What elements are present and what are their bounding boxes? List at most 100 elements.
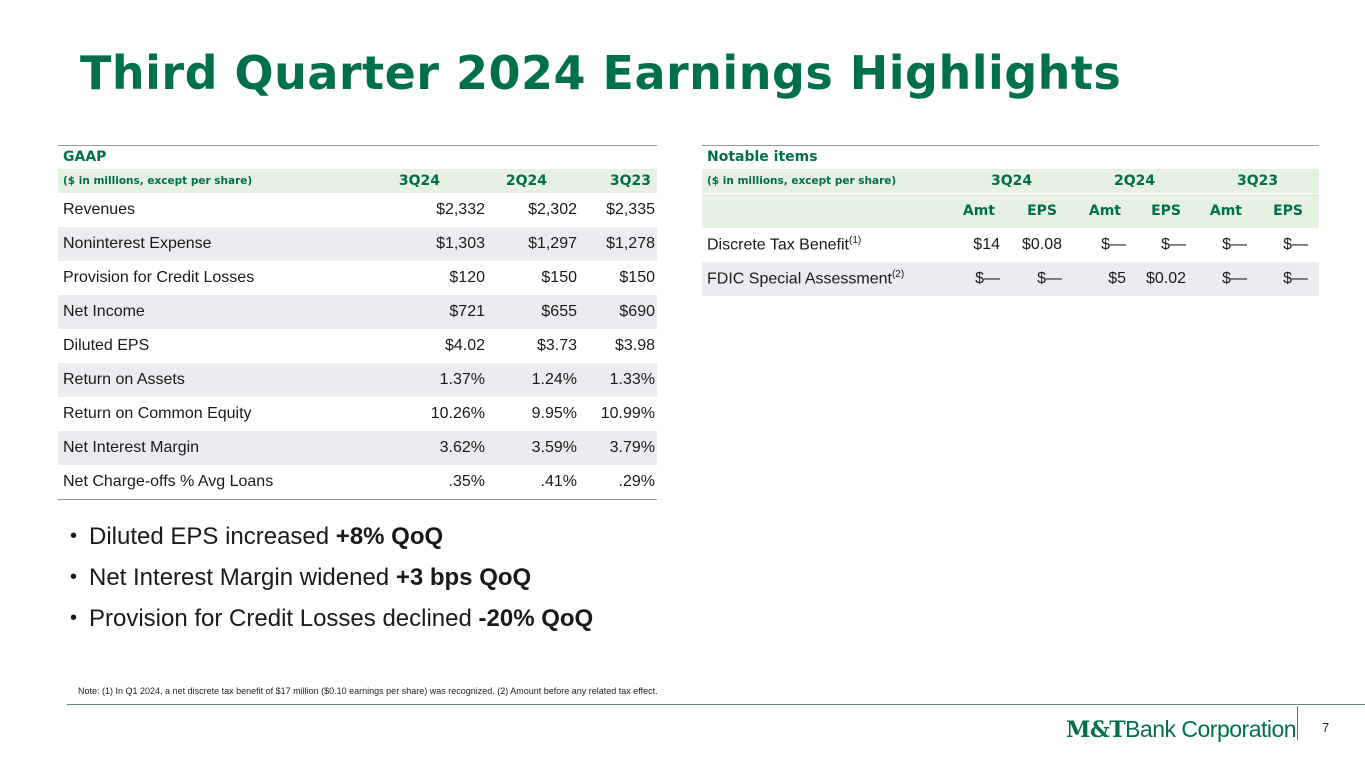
logo-mark: M&T [1066, 717, 1126, 743]
notable-col-3q24: 3Q24 [990, 173, 1033, 189]
cell: $— [1161, 236, 1186, 253]
notable-subheading: ($ in millions, except per share) [707, 175, 897, 187]
subcol-eps: EPS [1273, 203, 1303, 219]
cell: 1.37% [439, 371, 485, 388]
subcol-amt: Amt [1209, 203, 1242, 219]
cell: $2,335 [606, 201, 655, 218]
cell: $2,302 [528, 201, 577, 218]
row-label: Noninterest Expense [63, 235, 212, 252]
cell: $120 [449, 269, 485, 286]
footnote: Note: (1) In Q1 2024, a net discrete tax… [78, 686, 658, 696]
cell: $— [975, 270, 1000, 287]
subcol-eps: EPS [1151, 203, 1181, 219]
cell: $— [1037, 270, 1062, 287]
cell: $— [1283, 270, 1308, 287]
bullet-text: Net Interest Margin widened +3 bps QoQ [89, 563, 532, 591]
cell: 1.24% [531, 371, 577, 388]
cell: $150 [619, 269, 655, 286]
gaap-heading: GAAP [58, 145, 657, 169]
cell: $2,332 [436, 201, 485, 218]
notable-col-2q24: 2Q24 [1113, 173, 1156, 189]
cell: 9.95% [531, 405, 577, 422]
gaap-col-3q24: 3Q24 [398, 173, 440, 189]
page-number: 7 [1322, 720, 1330, 735]
cell: 10.99% [600, 405, 655, 422]
table-row: Net Charge-offs % Avg Loans .35% .41% .2… [58, 465, 657, 500]
company-logo: M&TBank Corporation [1066, 716, 1297, 743]
cell: $— [1222, 236, 1247, 253]
bullet-icon: • [70, 566, 78, 588]
footer-divider [67, 704, 1365, 705]
cell: $3.73 [536, 337, 577, 354]
row-label: Provision for Credit Losses [63, 269, 255, 286]
footnote-marker: (1) [849, 235, 862, 247]
cell: .35% [448, 473, 485, 490]
list-item: • Net Interest Margin widened +3 bps QoQ [70, 557, 593, 598]
table-row: Net Interest Margin 3.62% 3.59% 3.79% [58, 431, 657, 465]
gaap-table: GAAP ($ in millions, except per share) 3… [58, 145, 657, 500]
cell: $1,278 [606, 235, 655, 252]
table-row: Provision for Credit Losses $120 $150 $1… [58, 261, 657, 295]
bullet-icon: • [70, 607, 78, 629]
cell: $0.02 [1145, 270, 1186, 287]
cell: $1,303 [436, 235, 485, 252]
gaap-col-3q23: 3Q23 [609, 173, 651, 189]
table-row: Return on Assets 1.37% 1.24% 1.33% [58, 363, 657, 397]
row-label: Net Income [63, 303, 145, 320]
footer-separator [1297, 706, 1298, 740]
subcol-eps: EPS [1027, 203, 1057, 219]
gaap-header-row: ($ in millions, except per share) 3Q24 2… [58, 169, 657, 193]
table-row: Revenues $2,332 $2,302 $2,335 [58, 193, 657, 227]
logo-wordmark: Bank Corporation [1125, 716, 1297, 742]
cell: $4.02 [444, 337, 485, 354]
notable-subheader-row: Amt EPS Amt EPS Amt EPS [702, 193, 1319, 228]
row-label: Discrete Tax Benefit(1) [707, 235, 862, 254]
gaap-subheading: ($ in millions, except per share) [63, 175, 253, 187]
cell: $150 [541, 269, 577, 286]
row-label: FDIC Special Assessment(2) [707, 269, 905, 288]
list-item: • Diluted EPS increased +8% QoQ [70, 516, 593, 557]
row-label: Return on Assets [63, 371, 185, 388]
row-label: Diluted EPS [63, 337, 150, 354]
cell: $1,297 [528, 235, 577, 252]
cell: $721 [449, 303, 485, 320]
cell: 1.33% [609, 371, 655, 388]
cell: .41% [540, 473, 577, 490]
list-item: • Provision for Credit Losses declined -… [70, 598, 593, 639]
page-title: Third Quarter 2024 Earnings Highlights [80, 46, 1122, 100]
cell: 3.62% [439, 439, 485, 456]
cell: $0.08 [1021, 236, 1062, 253]
cell: 3.59% [531, 439, 577, 456]
cell: 3.79% [609, 439, 655, 456]
row-label: Net Interest Margin [63, 439, 200, 456]
table-row: Diluted EPS $4.02 $3.73 $3.98 [58, 329, 657, 363]
cell: $3.98 [614, 337, 655, 354]
cell: .29% [618, 473, 655, 490]
cell: $— [1283, 236, 1308, 253]
highlights-list: • Diluted EPS increased +8% QoQ • Net In… [70, 516, 593, 639]
notable-header-row: ($ in millions, except per share) 3Q24 2… [702, 169, 1319, 193]
table-row: FDIC Special Assessment(2) $— $— $5 $0.0… [702, 262, 1319, 296]
bullet-text: Provision for Credit Losses declined -20… [89, 604, 594, 632]
row-label: Return on Common Equity [63, 405, 252, 422]
cell: 10.26% [430, 405, 485, 422]
gaap-col-2q24: 2Q24 [505, 173, 547, 189]
bullet-icon: • [70, 525, 78, 547]
cell: $690 [619, 303, 655, 320]
bullet-text: Diluted EPS increased +8% QoQ [89, 522, 444, 550]
table-row: Net Income $721 $655 $690 [58, 295, 657, 329]
table-row: Discrete Tax Benefit(1) $14 $0.08 $— $— … [702, 228, 1319, 262]
table-row: Return on Common Equity 10.26% 9.95% 10.… [58, 397, 657, 431]
row-label: Revenues [63, 201, 136, 218]
table-row: Noninterest Expense $1,303 $1,297 $1,278 [58, 227, 657, 261]
notable-heading: Notable items [702, 145, 1319, 169]
cell: $— [1101, 236, 1126, 253]
cell: $— [1222, 270, 1247, 287]
notable-items-table: Notable items ($ in millions, except per… [702, 145, 1319, 296]
row-label: Net Charge-offs % Avg Loans [63, 473, 274, 490]
cell: $5 [1108, 270, 1126, 287]
footnote-marker: (2) [891, 269, 905, 281]
notable-col-3q23: 3Q23 [1236, 173, 1279, 189]
cell: $14 [973, 236, 1000, 253]
cell: $655 [541, 303, 577, 320]
